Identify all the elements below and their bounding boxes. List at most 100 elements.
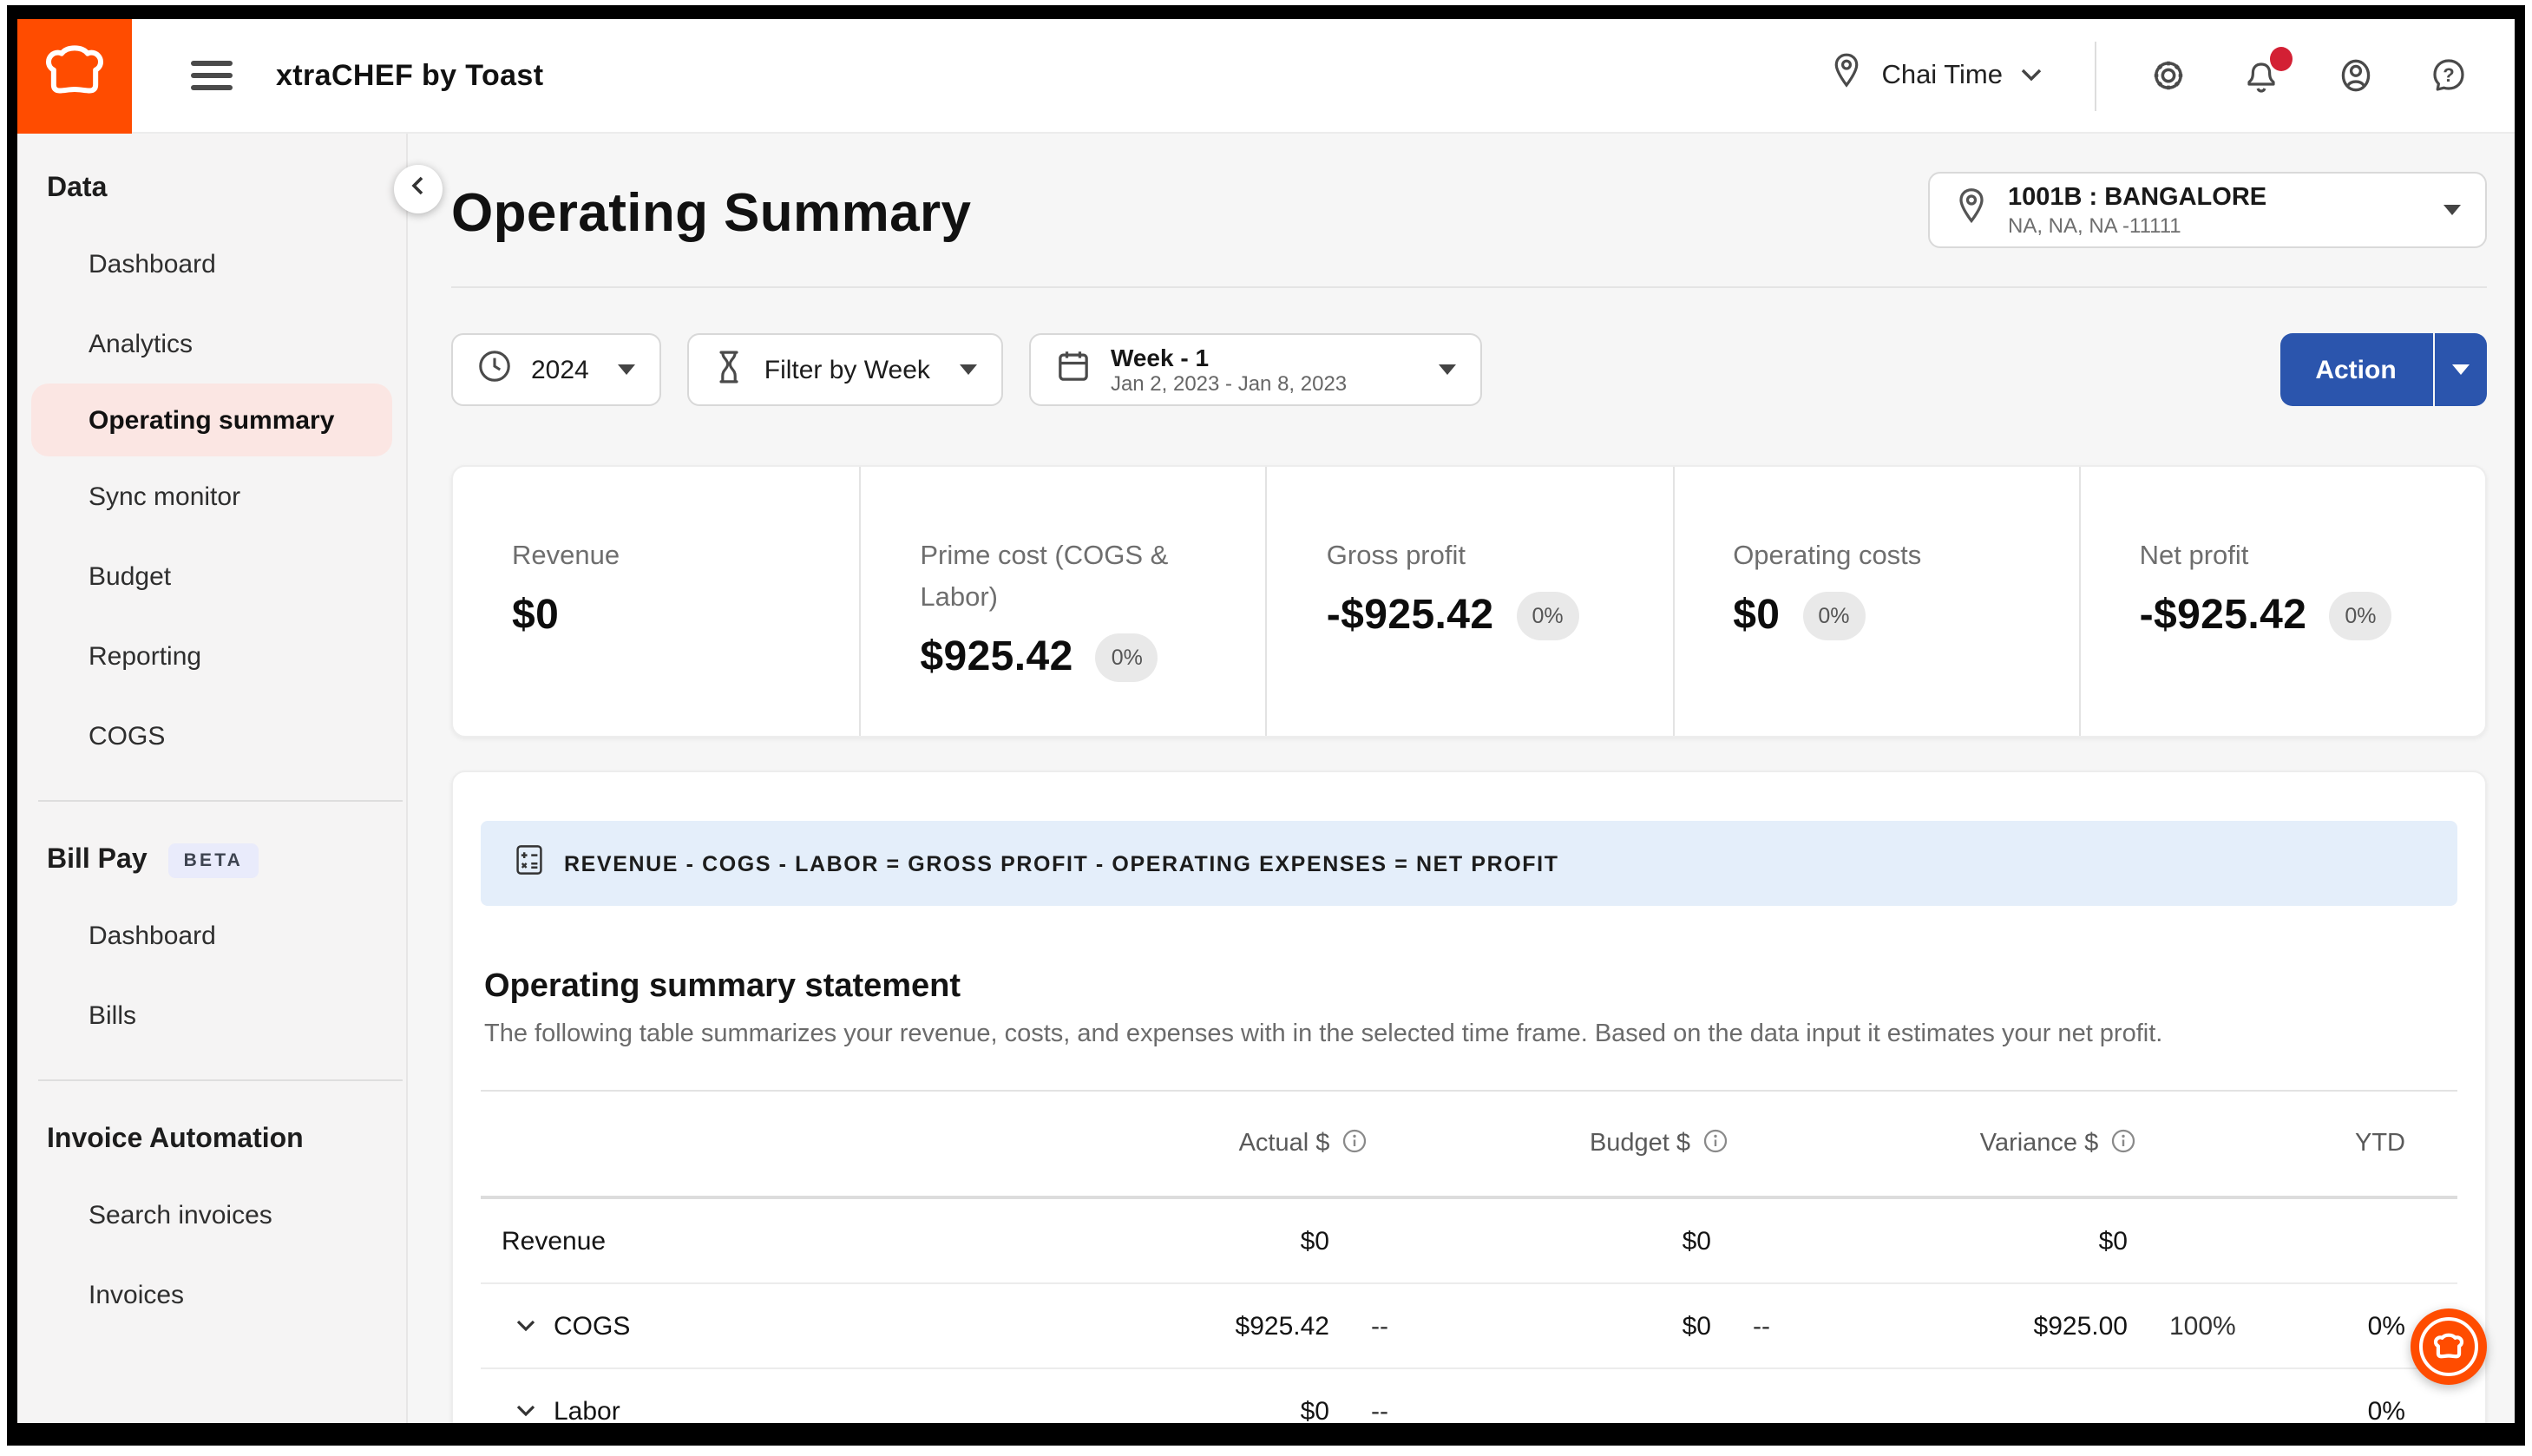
kpi-revenue: Revenue $0 xyxy=(453,467,859,736)
year-filter-value: 2024 xyxy=(531,355,589,384)
toast-logo[interactable] xyxy=(17,18,132,133)
kpi-value: $0 xyxy=(512,592,559,640)
sidebar-item-dashboard[interactable]: Dashboard xyxy=(17,224,406,304)
location-selector[interactable]: 1001B : BANGALORE NA, NA, NA -11111 xyxy=(1928,172,2487,248)
restaurant-switcher[interactable]: Chai Time xyxy=(1829,52,2043,99)
info-icon[interactable] xyxy=(2110,1127,2136,1160)
sidebar-collapse-button[interactable] xyxy=(394,165,443,213)
actual-value: $925.42 xyxy=(1138,1311,1329,1341)
week-filter[interactable]: Week - 1 Jan 2, 2023 - Jan 8, 2023 xyxy=(1029,333,1482,406)
gear-icon xyxy=(2146,54,2189,97)
notifications-button[interactable] xyxy=(2239,53,2284,98)
column-header-actual: Actual $ xyxy=(1138,1127,1468,1160)
kpi-label: Operating costs xyxy=(1733,536,2011,578)
restaurant-name: Chai Time xyxy=(1881,60,2003,91)
toast-bread-icon xyxy=(2419,1317,2478,1376)
action-split-button: Action xyxy=(2279,333,2487,406)
chevron-down-icon[interactable] xyxy=(515,1319,536,1333)
variance-value: $0 xyxy=(1850,1226,2128,1256)
kpi-label: Gross profit xyxy=(1327,536,1604,578)
actual-percent: -- xyxy=(1329,1311,1468,1341)
title-divider xyxy=(451,286,2487,288)
kpi-percent-badge: 0% xyxy=(1517,592,1579,640)
actual-value: $0 xyxy=(1138,1226,1329,1256)
row-label-group[interactable]: Labor xyxy=(481,1396,1138,1423)
kpi-gross-profit: Gross profit -$925.42 0% xyxy=(1266,467,1672,736)
clock-icon xyxy=(477,349,512,390)
variance-value: $925.00 xyxy=(1850,1311,2128,1341)
help-button[interactable]: ? xyxy=(2426,53,2471,98)
account-button[interactable] xyxy=(2332,53,2378,98)
formula-text: REVENUE - COGS - LABOR = GROSS PROFIT - … xyxy=(564,851,1559,876)
sidebar-section-data: Data xyxy=(17,154,406,224)
kpi-prime-cost: Prime cost (COGS & Labor) $925.42 0% xyxy=(859,467,1265,736)
dropdown-caret-icon xyxy=(2452,364,2470,375)
dropdown-caret-icon xyxy=(2443,205,2461,215)
dropdown-caret-icon xyxy=(619,364,636,375)
location-pin-icon xyxy=(1829,52,1864,99)
top-header: xtraCHEF by Toast Chai Time xyxy=(17,19,2515,134)
kpi-percent-badge: 0% xyxy=(1802,592,1865,640)
formula-banner: REVENUE - COGS - LABOR = GROSS PROFIT - … xyxy=(481,821,2457,906)
notification-badge xyxy=(2270,46,2293,70)
granularity-filter[interactable]: Filter by Week xyxy=(688,333,1003,406)
sidebar-item-sync-monitor[interactable]: Sync monitor xyxy=(17,456,406,536)
sidebar-item-cogs[interactable]: COGS xyxy=(17,696,406,776)
chevron-down-icon xyxy=(2020,60,2043,91)
column-header-label: Actual $ xyxy=(1239,1130,1330,1158)
sidebar-item-reporting[interactable]: Reporting xyxy=(17,616,406,696)
sidebar-item-search-invoices[interactable]: Search invoices xyxy=(17,1175,406,1255)
budget-value: $0 xyxy=(1468,1226,1711,1256)
kpi-value: -$925.42 xyxy=(1327,592,1494,640)
column-header-label: Variance $ xyxy=(1980,1130,2099,1158)
column-header-variance: Variance $ xyxy=(1850,1127,2266,1160)
calculator-icon xyxy=(514,843,545,884)
kpi-label: Prime cost (COGS & Labor) xyxy=(920,536,1197,620)
row-label: COGS xyxy=(554,1311,630,1341)
row-label-group[interactable]: COGS xyxy=(481,1311,1138,1341)
column-header-label: Budget $ xyxy=(1590,1130,1690,1158)
sidebar-item-invoices[interactable]: Invoices xyxy=(17,1255,406,1335)
svg-text:?: ? xyxy=(2443,64,2454,86)
actual-value: $0 xyxy=(1138,1396,1329,1423)
granularity-filter-value: Filter by Week xyxy=(764,355,930,384)
actual-percent: -- xyxy=(1329,1396,1468,1423)
dropdown-caret-icon xyxy=(960,364,977,375)
sidebar-item-bills[interactable]: Bills xyxy=(17,975,406,1055)
hourglass-icon xyxy=(714,348,745,391)
info-icon[interactable] xyxy=(1702,1127,1728,1160)
row-label: Revenue xyxy=(481,1226,1138,1256)
menu-hamburger-icon[interactable] xyxy=(191,53,233,98)
settings-button[interactable] xyxy=(2145,53,2190,98)
sidebar-item-billpay-dashboard[interactable]: Dashboard xyxy=(17,895,406,975)
help-icon: ? xyxy=(2428,54,2470,97)
location-pin-icon xyxy=(1954,185,1989,235)
week-filter-label: Week - 1 xyxy=(1111,344,1347,371)
kpi-value: $925.42 xyxy=(920,633,1072,682)
operating-statement-card: REVENUE - COGS - LABOR = GROSS PROFIT - … xyxy=(451,771,2487,1423)
location-address: NA, NA, NA -11111 xyxy=(2008,213,2266,237)
kpi-label: Revenue xyxy=(512,536,790,578)
kpi-value: $0 xyxy=(1733,592,1780,640)
year-filter[interactable]: 2024 xyxy=(451,333,662,406)
chevron-left-icon xyxy=(410,174,427,205)
sidebar-item-operating-summary[interactable]: Operating summary xyxy=(31,384,392,456)
kpi-summary-card: Revenue $0 Prime cost (COGS & Labor) $92… xyxy=(451,465,2487,738)
dropdown-caret-icon xyxy=(1439,364,1456,375)
variance-percent: 100% xyxy=(2128,1311,2266,1341)
main-content: Operating Summary 1001B : BANGALORE NA, … xyxy=(408,134,2515,1423)
location-name: 1001B : BANGALORE xyxy=(2008,183,2266,213)
beta-badge: BETA xyxy=(168,843,259,878)
chevron-down-icon[interactable] xyxy=(515,1404,536,1418)
support-chat-button[interactable] xyxy=(2411,1308,2487,1385)
action-button[interactable]: Action xyxy=(2279,333,2432,406)
action-dropdown-button[interactable] xyxy=(2435,333,2487,406)
info-icon[interactable] xyxy=(1341,1127,1368,1160)
sidebar-item-analytics[interactable]: Analytics xyxy=(17,304,406,384)
sidebar-item-budget[interactable]: Budget xyxy=(17,536,406,616)
page-title: Operating Summary xyxy=(451,182,971,245)
toast-bread-icon xyxy=(40,36,109,115)
row-label: Labor xyxy=(554,1396,620,1423)
sidebar: Data Dashboard Analytics Operating summa… xyxy=(17,134,408,1423)
table-header-row: Actual $ Budget $ Variance xyxy=(481,1092,2457,1196)
